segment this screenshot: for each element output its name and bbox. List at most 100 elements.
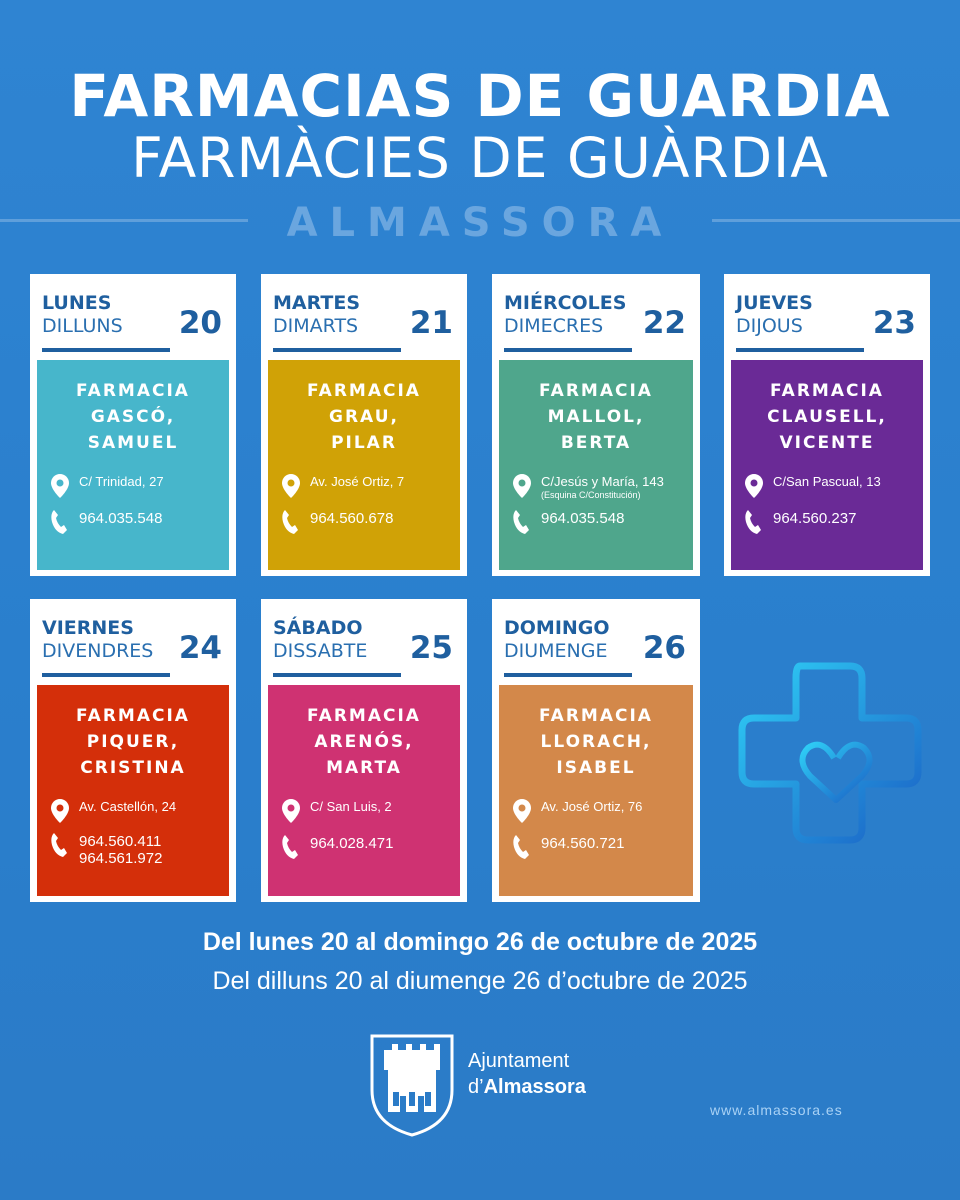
address-text: C/ Trinidad, 27	[79, 474, 164, 490]
phone-icon	[51, 833, 67, 857]
day-underline	[42, 673, 170, 677]
day-name-ca: DIJOUS	[736, 315, 803, 337]
phone-row[interactable]: 964.028.471	[282, 835, 393, 859]
phone-number: 964.028.471	[310, 835, 394, 852]
website-link[interactable]: www.almassora.es	[710, 1102, 843, 1118]
day-name-es: LUNES	[42, 292, 112, 314]
pharmacy-panel: FARMACIA GASCÓ, SAMUEL C/ Trinidad, 27 964…	[37, 360, 229, 570]
pharmacy-card: MIÉRCOLES DIMECRES 22 FARMACIA MALLOL, BERT…	[492, 274, 700, 576]
address-row: Av. José Ortiz, 7	[282, 474, 404, 498]
day-name-ca: DIVENDRES	[42, 640, 154, 662]
day-underline	[504, 348, 632, 352]
day-name-es: JUEVES	[736, 292, 813, 314]
address-line: Av. José Ortiz, 76	[541, 799, 643, 814]
divider-right	[712, 219, 960, 222]
pharmacy-name: FARMACIA MALLOL, BERTA	[539, 381, 653, 453]
phone-icon	[51, 510, 67, 534]
day-number: 22	[642, 305, 686, 341]
pharmacy-card: MARTES DIMARTS 21 FARMACIA GRAU, PILAR Av. J…	[261, 274, 467, 576]
pharmacy-card: VIERNES DIVENDRES 24 FARMACIA PIQUER, CRIST…	[30, 599, 236, 902]
day-number: 25	[409, 630, 453, 666]
day-underline	[42, 348, 170, 352]
pharmacy-name: FARMACIA GRAU, PILAR	[307, 381, 421, 453]
day-number: 26	[642, 630, 686, 666]
day-number: 21	[409, 305, 453, 341]
day-underline	[273, 348, 401, 352]
pharmacy-name: FARMACIA ARENÓS, MARTA	[307, 706, 421, 778]
day-number: 24	[178, 630, 222, 666]
phone-row[interactable]: 964.560.678	[282, 510, 393, 534]
pharmacy-name: FARMACIA GASCÓ, SAMUEL	[76, 381, 190, 453]
footer-dates-ca: Del dilluns 20 al diumenge 26 d’octubre …	[212, 967, 748, 995]
phone-icon	[282, 835, 298, 859]
phone-text: 964.560.678	[310, 510, 393, 527]
address-text: C/Jesús y María, 143 (Esquina C/Constituc…	[541, 474, 664, 500]
phone-text: 964.560.721	[541, 835, 624, 852]
logo-text-line1: Ajuntament	[468, 1050, 570, 1072]
pharmacy-panel: FARMACIA GRAU, PILAR Av. José Ortiz, 7 964…	[268, 360, 460, 570]
address-row: C/ San Luis, 2	[282, 799, 392, 823]
phone-number: 964.035.548	[541, 510, 625, 527]
phone-icon	[513, 835, 529, 859]
pharmacy-card: DOMINGO DIUMENGE 26 FARMACIA LLORACH, ISABE…	[492, 599, 700, 902]
phone-number: 964.560.237	[773, 510, 857, 527]
phone-row[interactable]: 964.035.548	[51, 510, 162, 534]
logo-text-prefix: d’	[468, 1076, 484, 1098]
phone-number: 964.560.721	[541, 835, 625, 852]
phone-text: 964.560.237	[773, 510, 856, 527]
address-line: Av. José Ortiz, 7	[310, 474, 405, 489]
day-number: 20	[178, 305, 222, 341]
day-name-ca: DIMECRES	[504, 315, 604, 337]
location-pin-icon	[282, 474, 300, 498]
address-line: C/ San Luis, 2	[310, 799, 392, 814]
phone-text: 964.560.411 964.561.972	[79, 833, 162, 867]
day-name-es: MIÉRCOLES	[504, 292, 627, 314]
pharmacy-panel: FARMACIA ARENÓS, MARTA C/ San Luis, 2 964.…	[268, 685, 460, 896]
day-name-ca: DIUMENGE	[504, 640, 608, 662]
pharmacy-name: FARMACIA LLORACH, ISABEL	[539, 706, 653, 778]
address-note: (Esquina C/Constitución)	[541, 490, 641, 500]
pharmacy-name: FARMACIA CLAUSELL, VICENTE	[767, 381, 887, 453]
day-name-ca: DIMARTS	[273, 315, 359, 337]
phone-number: 964.560.411	[79, 833, 162, 850]
pharmacy-panel: FARMACIA LLORACH, ISABEL Av. José Ortiz, …	[499, 685, 693, 896]
address-row: C/ Trinidad, 27	[51, 474, 164, 498]
address-line: C/ Trinidad, 27	[79, 474, 164, 489]
day-underline	[504, 673, 632, 677]
day-underline	[736, 348, 864, 352]
day-name-ca: DILLUNS	[42, 315, 123, 337]
castle-crest-icon	[370, 1034, 454, 1137]
address-row: C/Jesús y María, 143 (Esquina C/Constituc…	[513, 474, 664, 500]
phone-row[interactable]: 964.560.411 964.561.972	[51, 833, 162, 867]
address-row: C/San Pascual, 13	[745, 474, 881, 498]
pharmacy-card: LUNES DILLUNS 20 FARMACIA GASCÓ, SAMUEL C/ T…	[30, 274, 236, 576]
phone-icon	[282, 510, 298, 534]
pharmacy-cross-icon	[738, 662, 922, 844]
day-name-es: SÁBADO	[273, 617, 363, 639]
address-text: Av. José Ortiz, 76	[541, 799, 642, 815]
address-row: Av. Castellón, 24	[51, 799, 176, 823]
location-pin-icon	[51, 474, 69, 498]
phone-number-2: 964.561.972	[79, 850, 163, 867]
page-title-ca: FARMÀCIES DE GUÀRDIA	[131, 126, 829, 190]
logo-text-line2: d’Almassora	[468, 1076, 586, 1099]
location-pin-icon	[513, 799, 531, 823]
town-name: ALMASSORA	[286, 200, 674, 246]
address-line: C/Jesús y María, 143	[541, 474, 664, 489]
day-name-es: VIERNES	[42, 617, 134, 639]
address-row: Av. José Ortiz, 76	[513, 799, 642, 823]
phone-row[interactable]: 964.560.721	[513, 835, 624, 859]
day-name-es: MARTES	[273, 292, 361, 314]
page-title-es: FARMACIAS DE GUARDIA	[69, 62, 891, 130]
pharmacy-panel: FARMACIA PIQUER, CRISTINA Av. Castellón, …	[37, 685, 229, 896]
address-text: Av. Castellón, 24	[79, 799, 176, 815]
location-pin-icon	[745, 474, 763, 498]
phone-row[interactable]: 964.035.548	[513, 510, 624, 534]
location-pin-icon	[51, 799, 69, 823]
pharmacy-card: JUEVES DIJOUS 23 FARMACIA CLAUSELL, VICENTE…	[724, 274, 930, 576]
address-line: C/San Pascual, 13	[773, 474, 881, 489]
phone-row[interactable]: 964.560.237	[745, 510, 856, 534]
phone-icon	[513, 510, 529, 534]
location-pin-icon	[513, 474, 531, 498]
pharmacy-panel: FARMACIA MALLOL, BERTA C/Jesús y María, 1…	[499, 360, 693, 570]
